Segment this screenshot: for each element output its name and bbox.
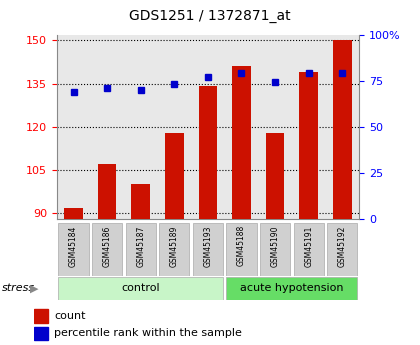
Bar [266,132,284,345]
Text: control: control [121,284,160,293]
Bar [199,86,217,345]
FancyBboxPatch shape [92,223,122,276]
Text: GSM45184: GSM45184 [69,225,78,267]
FancyBboxPatch shape [260,223,290,276]
FancyBboxPatch shape [126,223,156,276]
Bar [232,66,251,345]
FancyBboxPatch shape [159,223,189,276]
Text: GSM45189: GSM45189 [170,225,179,267]
Text: GSM45186: GSM45186 [102,225,112,267]
Bar [131,185,150,345]
Bar [34,309,47,323]
Text: GSM45187: GSM45187 [136,225,145,267]
FancyBboxPatch shape [327,223,357,276]
Text: GSM45188: GSM45188 [237,225,246,266]
Text: acute hypotension: acute hypotension [240,284,344,293]
Bar [64,208,83,345]
FancyBboxPatch shape [226,223,257,276]
Bar [98,164,116,345]
Text: GSM45191: GSM45191 [304,225,313,267]
Text: GSM45190: GSM45190 [270,225,280,267]
Text: count: count [54,311,85,321]
FancyBboxPatch shape [226,277,357,300]
Bar [165,132,184,345]
FancyBboxPatch shape [58,223,89,276]
Text: percentile rank within the sample: percentile rank within the sample [54,328,242,338]
Bar [333,40,352,345]
Text: stress: stress [2,284,35,293]
Bar [34,327,47,340]
FancyBboxPatch shape [58,277,223,300]
Bar [299,72,318,345]
Text: GSM45192: GSM45192 [338,225,347,267]
Text: ▶: ▶ [30,284,39,293]
Text: GSM45193: GSM45193 [203,225,213,267]
Text: GDS1251 / 1372871_at: GDS1251 / 1372871_at [129,9,291,23]
FancyBboxPatch shape [193,223,223,276]
FancyBboxPatch shape [294,223,324,276]
